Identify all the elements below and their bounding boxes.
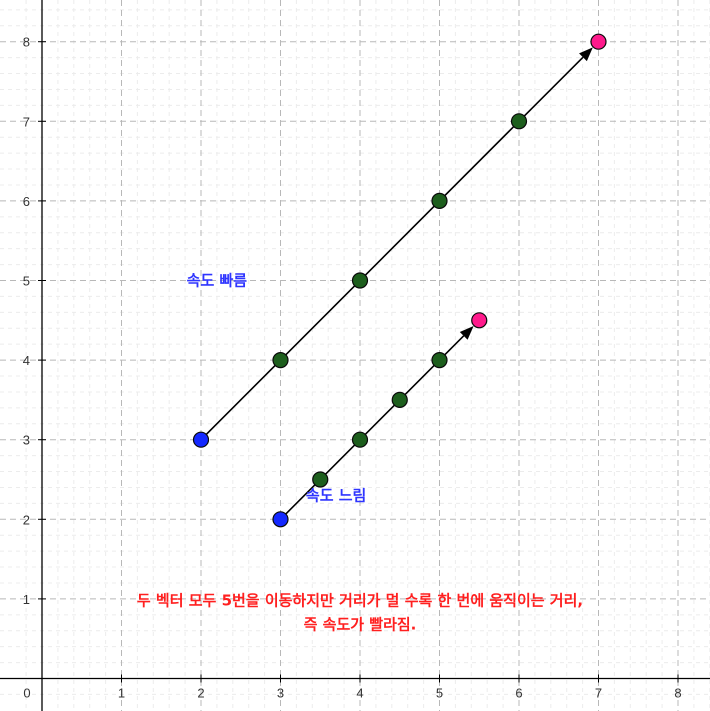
step-point[interactable] [312,471,329,488]
step-point[interactable] [391,391,408,408]
step-point[interactable] [431,352,448,369]
y-tick-label: 5 [23,274,30,289]
step-point[interactable] [351,272,369,289]
step-point[interactable] [272,352,289,369]
start-point[interactable] [272,511,289,528]
vector-line-2 [279,335,465,520]
points[interactable] [192,33,607,528]
y-tick-label: 3 [23,433,30,448]
y-tick-label: 6 [23,194,30,209]
end-point[interactable] [471,312,488,329]
y-tick-label: 1 [23,592,30,607]
step-point[interactable] [351,431,369,448]
end-point[interactable] [590,33,607,50]
y-tick-label: 2 [23,512,30,527]
start-point[interactable] [192,431,210,448]
x-tick-label: 2 [197,686,204,701]
x-tick-label: 5 [436,686,443,701]
x-tick-label: 4 [356,686,363,701]
x-tick-label: 6 [515,686,522,701]
step-point[interactable] [431,192,448,209]
annotation-line-2: 즉 속도가 빨라짐. [304,615,417,633]
x-tick-label: 3 [277,686,284,701]
vector-arrowhead-1 [579,47,593,62]
series-label-slow: 속도 느림 [306,486,366,504]
tick-labels: 0 1 2 3 4 5 6 7 8 1 2 3 4 5 6 7 8 [23,35,682,701]
x-tick-label: 0 [23,686,30,701]
y-tick-label: 4 [23,353,30,368]
annotation-line-1: 두 벡터 모두 5번을 이동하지만 거리가 멀 수록 한 번에 움직이는 거리, [137,591,583,609]
x-tick-label: 8 [674,686,681,701]
labels: 속도 빠름 속도 느림 두 벡터 모두 5번을 이동하지만 거리가 멀 수록 한… [137,272,583,634]
step-point[interactable] [510,113,528,130]
y-tick-label: 7 [23,114,30,129]
series-label-fast: 속도 빠름 [187,272,248,290]
vectors [200,47,593,520]
x-tick-label: 1 [118,686,125,701]
vector-arrowhead-2 [459,325,474,340]
y-tick-label: 8 [23,35,30,50]
x-tick-label: 7 [595,686,602,701]
